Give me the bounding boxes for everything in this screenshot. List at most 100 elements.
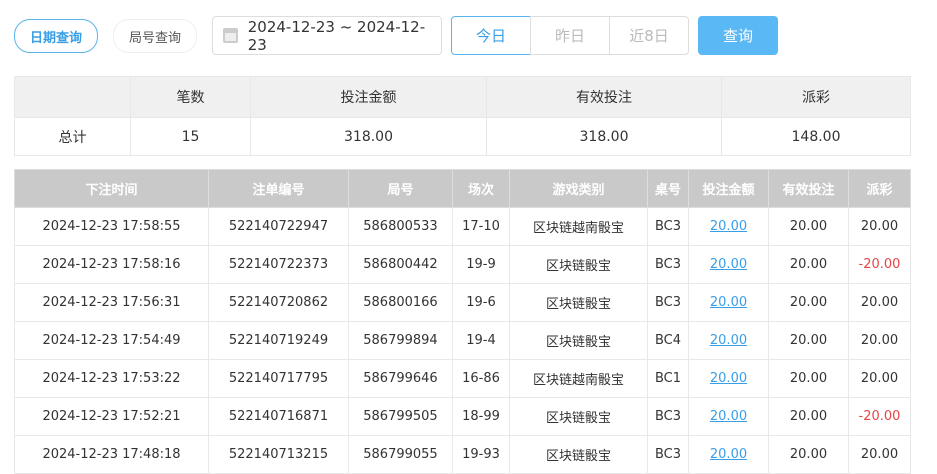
- summary-header: 派彩: [721, 76, 911, 118]
- table-cell: BC1: [647, 359, 689, 398]
- summary-cell: 总计: [14, 117, 131, 156]
- table-cell: 20.00: [768, 283, 849, 322]
- bets-table: 下注时间 注单编号 局号 场次 游戏类别 桌号 投注金额 有效投注 派彩 2024-12-23 1…: [14, 169, 911, 474]
- column-header: 桌号: [647, 169, 689, 208]
- bet-amount-link[interactable]: 20.00: [688, 359, 769, 398]
- summary-cell: 148.00: [721, 117, 911, 156]
- table-cell: BC3: [647, 245, 689, 284]
- table-cell: 20.00: [768, 321, 849, 360]
- table-cell: 区块链越南骰宝: [509, 207, 648, 246]
- table-cell: 20.00: [768, 397, 849, 436]
- table-cell: 522140722373: [208, 245, 349, 284]
- table-cell: 20.00: [768, 435, 849, 474]
- calendar-icon: [223, 28, 238, 43]
- table-cell: 2024-12-23 17:48:18: [14, 435, 209, 474]
- table-cell: 20.00: [768, 359, 849, 398]
- table-cell: 19-9: [452, 245, 510, 284]
- table-row: 2024-12-23 17:48:18 522140713215 586799055…: [14, 435, 911, 474]
- table-cell: 20.00: [848, 359, 911, 398]
- column-header: 注单编号: [208, 169, 349, 208]
- table-cell: BC4: [647, 321, 689, 360]
- date-range-value: 2024-12-23 ~ 2024-12-23: [247, 17, 426, 54]
- table-cell: 19-4: [452, 321, 510, 360]
- table-cell: 区块链越南骰宝: [509, 359, 648, 398]
- table-cell: 2024-12-23 17:56:31: [14, 283, 209, 322]
- date-query-tab[interactable]: 日期查询: [14, 19, 98, 53]
- column-header: 局号: [348, 169, 453, 208]
- column-header: 有效投注: [768, 169, 849, 208]
- table-row: 2024-12-23 17:58:16 522140722373 586800442…: [14, 245, 911, 284]
- summary-cell: 318.00: [486, 117, 722, 156]
- table-cell: 522140713215: [208, 435, 349, 474]
- table-row: 2024-12-23 17:56:31 522140720862 586800166…: [14, 283, 911, 322]
- table-cell: 2024-12-23 17:54:49: [14, 321, 209, 360]
- table-cell: 586800166: [348, 283, 453, 322]
- summary-header: [14, 76, 131, 118]
- column-header: 投注金额: [688, 169, 769, 208]
- bet-amount-link[interactable]: 20.00: [688, 321, 769, 360]
- summary-table: 笔数 投注金额 有效投注 派彩 总计 15 318.00 318.00 148.00: [14, 76, 911, 156]
- table-cell: 20.00: [848, 435, 911, 474]
- table-cell: -20.00: [848, 245, 911, 284]
- table-cell: 20.00: [848, 207, 911, 246]
- table-cell: 522140722947: [208, 207, 349, 246]
- table-cell: BC3: [647, 207, 689, 246]
- table-cell: 2024-12-23 17:58:16: [14, 245, 209, 284]
- table-cell: 16-86: [452, 359, 510, 398]
- table-cell: BC3: [647, 283, 689, 322]
- table-cell: 586800533: [348, 207, 453, 246]
- column-header: 下注时间: [14, 169, 209, 208]
- table-cell: 区块链骰宝: [509, 397, 648, 436]
- table-cell: 19-93: [452, 435, 510, 474]
- table-cell: 586800442: [348, 245, 453, 284]
- table-cell: 区块链骰宝: [509, 245, 648, 284]
- table-cell: 20.00: [768, 245, 849, 284]
- table-cell: 区块链骰宝: [509, 283, 648, 322]
- table-cell: 522140717795: [208, 359, 349, 398]
- table-cell: 586799894: [348, 321, 453, 360]
- table-cell: 586799505: [348, 397, 453, 436]
- round-query-tab[interactable]: 局号查询: [113, 19, 197, 53]
- table-row: 2024-12-23 17:53:22 522140717795 586799646…: [14, 359, 911, 398]
- table-row: 2024-12-23 17:58:55 522140722947 586800533…: [14, 207, 911, 246]
- table-cell: 17-10: [452, 207, 510, 246]
- yesterday-button[interactable]: 昨日: [530, 16, 610, 55]
- bet-amount-link[interactable]: 20.00: [688, 397, 769, 436]
- table-cell: 2024-12-23 17:58:55: [14, 207, 209, 246]
- summary-header: 有效投注: [486, 76, 722, 118]
- table-cell: 2024-12-23 17:53:22: [14, 359, 209, 398]
- table-cell: 586799646: [348, 359, 453, 398]
- column-header: 派彩: [848, 169, 911, 208]
- table-cell: 586799055: [348, 435, 453, 474]
- last-8-days-button[interactable]: 近8日: [609, 16, 689, 55]
- table-cell: 522140716871: [208, 397, 349, 436]
- bet-amount-link[interactable]: 20.00: [688, 283, 769, 322]
- table-cell: BC3: [647, 435, 689, 474]
- summary-cell: 15: [130, 117, 251, 156]
- date-range-input[interactable]: 2024-12-23 ~ 2024-12-23: [212, 16, 442, 55]
- table-cell: 2024-12-23 17:52:21: [14, 397, 209, 436]
- table-cell: 区块链骰宝: [509, 321, 648, 360]
- summary-cell: 318.00: [250, 117, 487, 156]
- table-cell: 19-6: [452, 283, 510, 322]
- query-button[interactable]: 查询: [698, 16, 778, 55]
- table-cell: 18-99: [452, 397, 510, 436]
- table-cell: 20.00: [848, 283, 911, 322]
- table-cell: -20.00: [848, 397, 911, 436]
- bet-amount-link[interactable]: 20.00: [688, 435, 769, 474]
- table-cell: 区块链骰宝: [509, 435, 648, 474]
- table-cell: 20.00: [848, 321, 911, 360]
- today-button[interactable]: 今日: [451, 16, 531, 55]
- table-cell: 20.00: [768, 207, 849, 246]
- bet-amount-link[interactable]: 20.00: [688, 245, 769, 284]
- bet-amount-link[interactable]: 20.00: [688, 207, 769, 246]
- table-cell: 522140720862: [208, 283, 349, 322]
- summary-header: 投注金额: [250, 76, 487, 118]
- column-header: 场次: [452, 169, 510, 208]
- column-header: 游戏类别: [509, 169, 648, 208]
- summary-header: 笔数: [130, 76, 251, 118]
- table-row: 2024-12-23 17:54:49 522140719249 586799894…: [14, 321, 911, 360]
- table-cell: BC3: [647, 397, 689, 436]
- table-row: 2024-12-23 17:52:21 522140716871 586799505…: [14, 397, 911, 436]
- table-cell: 522140719249: [208, 321, 349, 360]
